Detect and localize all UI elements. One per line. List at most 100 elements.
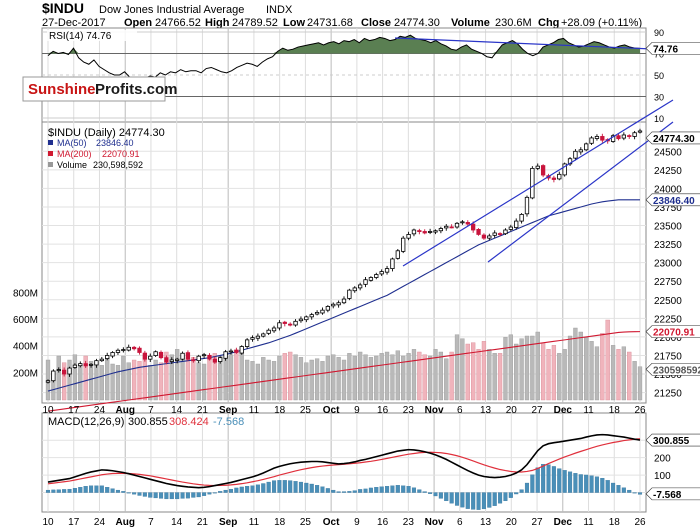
macd-histogram-bar xyxy=(481,492,486,510)
candle-body xyxy=(600,136,605,141)
volume-bar xyxy=(148,365,153,401)
macd-histogram-bar xyxy=(126,492,131,494)
macd-histogram-bar xyxy=(460,492,465,508)
macd-x-tick-label: 24 xyxy=(94,517,106,528)
price-x-tick-label: 16 xyxy=(377,405,389,416)
volume-bar xyxy=(56,355,61,401)
volume-bar xyxy=(331,354,336,401)
price-legend: $INDU (Daily) 24774.30 MA(50) 23846.40 M… xyxy=(48,127,165,170)
candle-body xyxy=(288,323,293,326)
candle-body xyxy=(331,303,336,307)
volume-bar xyxy=(196,362,201,401)
price-x-tick-label: 20 xyxy=(506,405,518,416)
chg-label: Chg xyxy=(538,17,559,29)
macd-histogram-bar xyxy=(449,492,454,504)
volume-bar xyxy=(503,337,508,401)
macd-histogram-bar xyxy=(621,487,626,493)
macd-histogram-bar xyxy=(508,492,513,498)
macd-histogram-bar xyxy=(476,492,481,510)
candle-body xyxy=(51,370,56,382)
macd-histogram-bar xyxy=(605,480,610,493)
macd-x-tick-label: 18 xyxy=(274,517,286,528)
candle-body xyxy=(255,335,261,339)
candle-body xyxy=(325,306,330,311)
candle-body xyxy=(454,222,460,228)
rsi-y-tick-label: 30 xyxy=(654,93,664,103)
candle-body xyxy=(148,355,153,360)
macd-histogram-bar xyxy=(433,492,438,497)
macd-histogram-bar xyxy=(255,484,260,493)
rsi-title: RSI(14) 74.76 xyxy=(49,31,112,42)
macd-histogram-bar xyxy=(78,487,83,493)
macd-histogram-bar xyxy=(616,485,621,493)
price-x-tick-label: 23 xyxy=(403,405,415,416)
candle-body xyxy=(632,132,637,137)
price-x-tick-label: 11 xyxy=(583,405,594,416)
macd-histogram-bar xyxy=(422,491,427,493)
candle-body xyxy=(309,314,314,318)
close-value: 24774.30 xyxy=(394,17,440,29)
volume-bar xyxy=(207,359,212,401)
price-x-tick-label: 17 xyxy=(68,405,80,416)
macd-title-label: MACD(12,26,9) xyxy=(48,416,124,428)
candle-body xyxy=(228,350,234,353)
macd-histogram-bar xyxy=(137,492,142,496)
macd-histogram-bar xyxy=(530,474,535,493)
macd-histogram-bar xyxy=(105,487,110,493)
macd-histogram-bar xyxy=(261,483,266,493)
volume-bar xyxy=(422,354,427,401)
volume-bar xyxy=(379,353,384,401)
volume-value-tag: 230598592 xyxy=(653,365,700,376)
macd-histogram-bar xyxy=(282,480,287,493)
macd-histogram-bar xyxy=(584,474,589,493)
candle-body xyxy=(185,352,191,360)
volume-bar xyxy=(320,361,325,401)
rsi-value-tag: 74.76 xyxy=(653,44,678,55)
macd-histogram-bar xyxy=(374,487,379,493)
price-x-tick-label: 24 xyxy=(94,405,106,416)
macd-histogram-bar xyxy=(132,492,137,495)
candle-body xyxy=(427,231,433,233)
candle-body xyxy=(121,349,126,351)
macd-histogram-bar xyxy=(401,485,406,493)
macd-histogram-bar xyxy=(223,489,228,493)
macd-histogram-bar xyxy=(594,476,599,493)
last-price-tag-bg xyxy=(645,131,700,145)
candle-body xyxy=(433,230,438,233)
volume-value: 230.6M xyxy=(495,17,532,29)
macd-title-hist: -7.568 xyxy=(213,416,244,428)
candle-body xyxy=(594,136,600,139)
low-label: Low xyxy=(283,17,305,29)
candle-body xyxy=(250,337,255,340)
candle-body xyxy=(131,346,137,350)
candle-body xyxy=(234,350,239,353)
macd-histogram-bar xyxy=(83,486,88,493)
open-value: 24766.52 xyxy=(155,17,201,29)
volume-bar xyxy=(298,357,304,401)
macd-y-tick-label: 100 xyxy=(654,471,671,482)
candle-body xyxy=(363,279,368,285)
candle-body xyxy=(239,346,244,354)
volume-bar xyxy=(137,361,142,401)
value-tags: 74.76 24774.30 23846.40 22070.91 230598592 30… xyxy=(645,42,700,501)
volume-bar xyxy=(594,346,600,401)
macd-histogram-bar xyxy=(454,492,460,506)
macd-histogram-bar xyxy=(546,464,551,493)
volume-bar xyxy=(487,349,492,401)
volume-bar xyxy=(121,355,126,401)
moving-averages xyxy=(47,199,641,412)
candle-body xyxy=(384,268,390,273)
candle-body xyxy=(244,339,250,347)
macd-histogram-bar xyxy=(444,492,449,502)
candle-body xyxy=(352,287,357,292)
price-y-tick-label: 23000 xyxy=(654,259,682,270)
volume-bar xyxy=(600,333,605,401)
candle-body xyxy=(406,234,411,239)
macd-histogram-bar xyxy=(352,490,357,493)
macd-x-tick-label: Sep xyxy=(219,517,237,528)
macd-histogram-bar xyxy=(309,483,314,493)
price-x-tick-label: 6 xyxy=(457,405,463,416)
macd-x-tick-label: 7 xyxy=(148,517,154,528)
